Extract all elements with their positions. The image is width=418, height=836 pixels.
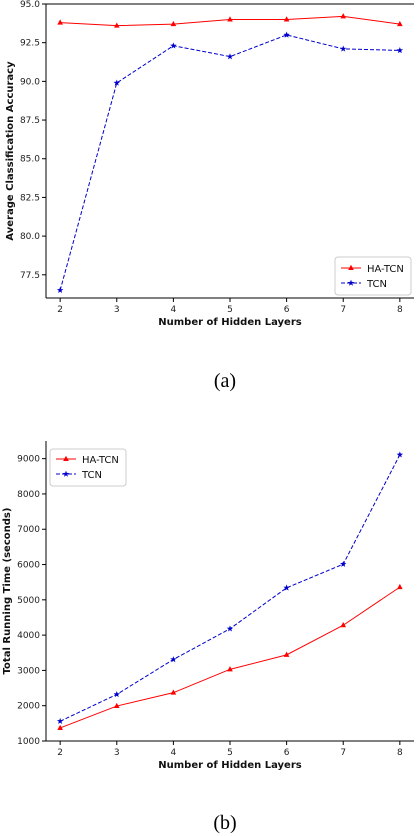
chart-a-legend-frame [334,256,412,296]
chart-b-series [56,451,404,730]
chart-a-y-tick-label: 80.0 [20,232,40,242]
chart-a-tcn-point [170,42,177,49]
chart-b-ha-tcn-point [227,666,233,672]
chart-a-y-tick-label: 77.5 [20,271,40,281]
chart-b-y-ticks: 1000 2000 3000 4000 5000 6000 7000 8000 9000 [17,455,46,747]
chart-b-tcn-point [396,451,404,458]
chart-b-y-tick-label: 2000 [17,702,40,712]
chart-b-ha-tcn-point [397,583,403,590]
chart-a-x-tick-label: 7 [340,305,346,315]
chart-a-tcn-point [113,79,120,86]
chart-a-tcn-line [59,34,400,291]
chart-b-tcn-point [56,717,64,724]
chart-b-legend-frame [49,448,127,487]
chart-a-ha-tcn-point [340,13,347,19]
chart-b-x-ticks: 2 3 4 5 6 7 8 [57,741,403,758]
chart-b-tcn-point [283,584,290,591]
chart-b-x-tick-label: 8 [397,748,403,758]
chart-a-tcn-point [340,45,347,52]
chart-b-y-tick-label: 6000 [17,561,40,571]
chart-b-legend-tcn-label: TCN [81,470,102,481]
chart-b: 1000 2000 3000 4000 5000 6000 7000 8000 9000 2 3 4… [2,441,414,834]
chart-a-y-tick-label: 92.5 [20,39,40,49]
chart-b-ha-tcn-point [57,724,63,730]
chart-b-tcn-line [59,454,401,722]
chart-b-y-tick-label: 7000 [17,525,40,535]
chart-a-tcn-point [56,286,64,294]
chart-b-y-tick-label: 4000 [17,631,40,641]
chart-b-y-tick-label: 1000 [17,737,40,747]
chart-b-legend-tcn-marker [62,470,70,477]
chart-a-legend-tcn-marker [347,279,355,286]
chart-b-x-tick-label: 5 [227,748,233,758]
chart-b-ha-tcn-line [59,586,401,729]
chart-b-tcn-point [113,691,120,698]
chart-b-caption: (b) [213,812,236,834]
chart-b-y-tick-label: 8000 [17,490,40,500]
chart-b-y-tick-label: 3000 [17,666,40,676]
chart-a-tcn-point [283,31,290,38]
chart-a-ha-tcn-point [283,16,290,22]
chart-b-legend: HA-TCN TCN [49,448,127,487]
chart-a-legend: HA-TCN TCN [334,256,412,296]
chart-b-x-tick-label: 6 [284,748,290,758]
chart-a-x-ticks: 2 3 4 5 6 7 8 [57,298,403,315]
chart-a-ha-tcn-point [170,20,177,27]
chart-a-y-tick-label: 90.0 [20,77,40,87]
chart-b-x-tick-label: 3 [114,748,120,758]
chart-b-ha-tcn-point [170,689,177,695]
chart-b-ha-tcn-point [283,651,290,657]
chart-b-x-tick-label: 4 [171,748,177,758]
chart-a: 77.5 80.0 82.5 85.0 87.5 90.0 92.5 95.0 2 3 4 5 6 7 8… [5,0,414,392]
chart-a-ha-tcn-point [397,20,403,27]
chart-b-tcn-point [170,656,177,663]
chart-a-caption: (a) [214,370,236,392]
chart-b-y-tick-label: 9000 [17,455,40,465]
chart-a-y-ticks: 77.5 80.0 82.5 85.0 87.5 90.0 92.5 95.0 [20,0,46,281]
chart-a-x-tick-label: 6 [284,305,290,315]
chart-b-y-axis-label: Total Running Time (seconds) [2,508,13,675]
chart-a-legend-ha-tcn-label: HA-TCN [367,264,404,275]
chart-b-ha-tcn-point [113,702,120,709]
chart-b-legend-ha-tcn-label: HA-TCN [82,455,119,466]
chart-a-series [56,13,404,294]
chart-b-legend-ha-tcn-marker [63,455,69,461]
chart-a-ha-tcn-point [57,19,63,25]
chart-a-y-tick-label: 87.5 [20,116,40,126]
chart-b-ha-tcn-point [340,622,347,628]
chart-b-x-tick-label: 7 [340,748,346,758]
chart-a-legend-tcn-label: TCN [366,279,387,290]
chart-b-x-axis-label: Number of Hidden Layers [158,760,302,771]
chart-a-x-tick-label: 8 [397,305,403,315]
chart-a-x-tick-label: 4 [171,305,177,315]
chart-a-y-tick-label: 85.0 [20,155,40,165]
chart-a-tcn-point [226,53,234,60]
chart-b-y-tick-label: 5000 [17,596,40,606]
chart-a-x-tick-label: 3 [114,305,120,315]
chart-a-tcn-point [396,47,404,54]
chart-b-tcn-point [226,625,234,632]
chart-a-ha-tcn-point [227,16,233,22]
chart-a-x-tick-label: 5 [227,305,233,315]
chart-a-y-tick-label: 82.5 [20,193,40,203]
chart-a-legend-ha-tcn-marker [348,264,354,270]
chart-a-ha-tcn-point [113,22,120,28]
chart-a-x-tick-label: 2 [57,305,63,315]
chart-b-tcn-point [340,560,347,567]
chart-a-y-axis-label: Average Classification Accuracy [5,61,16,241]
chart-b-x-tick-label: 2 [57,748,63,758]
chart-a-y-tick-label: 95.0 [20,0,40,10]
chart-a-x-axis-label: Number of Hidden Layers [158,317,302,328]
